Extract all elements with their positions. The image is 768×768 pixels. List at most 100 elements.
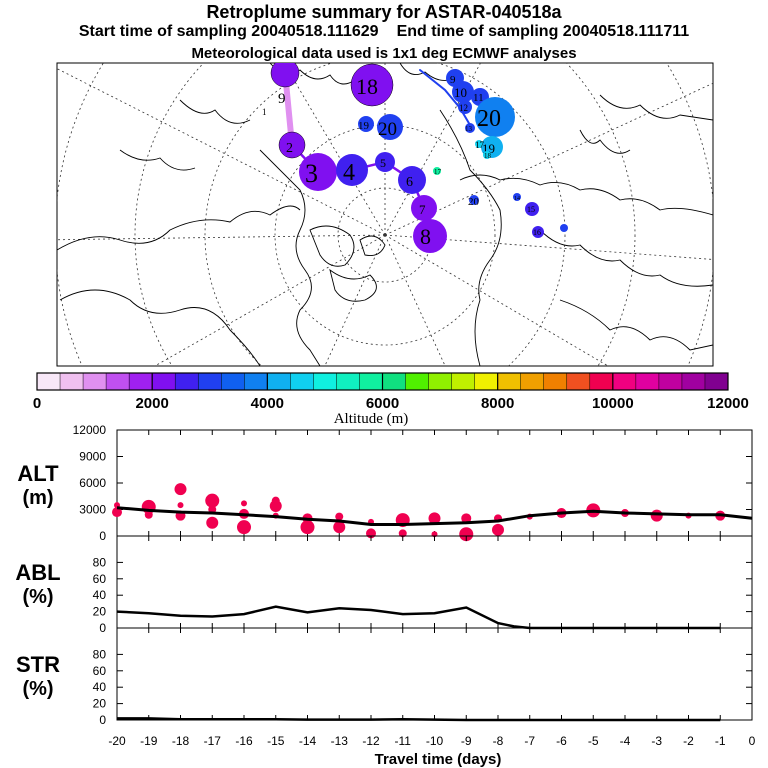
altitude-point — [144, 510, 153, 519]
map-label-5: 5 — [380, 156, 386, 170]
y-tick-label: 12000 — [73, 423, 107, 437]
colorbar-segment — [428, 373, 452, 390]
colorbar-segment — [543, 373, 568, 390]
colorbar-segment — [83, 373, 107, 390]
colorbar-segment — [658, 373, 683, 390]
altitude-point — [174, 483, 187, 496]
map-label-17b: 17 — [475, 140, 485, 150]
y-tick-label: 3000 — [79, 503, 106, 517]
colorbar-segment — [244, 373, 268, 390]
x-tick-label: -15 — [267, 734, 285, 748]
colorbar-segment — [704, 373, 729, 390]
altitude-point — [428, 512, 441, 525]
colorbar-segment — [175, 373, 199, 390]
map-label-20b: 20 — [477, 106, 501, 132]
series-line-abl — [116, 605, 721, 630]
map-label-9b: 9 — [450, 74, 456, 86]
altitude-point — [333, 521, 346, 534]
plume-markers: 9 1 2 18 19 20 17 3 4 5 6 — [262, 63, 568, 253]
time-series-panels: 030006000900012000ALT(m)020406080ABL(%)0… — [15, 423, 755, 748]
colorbar-segment — [336, 373, 360, 390]
map-label-16: 16 — [533, 228, 541, 237]
x-tick-label: -9 — [461, 734, 472, 748]
map-label-12: 12 — [459, 103, 468, 113]
colorbar-tick-label: 10000 — [592, 395, 634, 412]
x-tick-label: -17 — [204, 734, 222, 748]
y-tick-label: 9000 — [79, 450, 106, 464]
y-tick-label: 40 — [93, 588, 107, 602]
altitude-point — [112, 507, 122, 518]
map-label-20: 20 — [378, 119, 397, 140]
colorbar-tick-label: 12000 — [707, 395, 749, 412]
colorbar-segment — [37, 373, 61, 390]
chart-title: Retroplume summary for ASTAR-040518a — [206, 2, 562, 22]
altitude-point — [398, 529, 407, 538]
altitude-point — [237, 520, 251, 535]
x-tick-label: -3 — [651, 734, 662, 748]
altitude-point — [650, 509, 663, 522]
colorbar-segment — [198, 373, 222, 390]
colorbar-segment — [589, 373, 614, 390]
map-label-9: 9 — [278, 91, 286, 107]
altitude-point — [459, 527, 474, 542]
x-tick-label: -6 — [556, 734, 567, 748]
panel-frame — [116, 627, 753, 721]
y-axis-label: ALT — [17, 461, 59, 486]
colorbar-segment — [359, 373, 383, 390]
altitude-point — [177, 502, 184, 509]
x-tick-label: -10 — [426, 734, 444, 748]
y-tick-label: 80 — [93, 647, 107, 661]
map-label-4: 4 — [343, 160, 355, 186]
end-time-label: End time of sampling 20040518.111711 — [396, 23, 690, 40]
colorbar-segment — [267, 373, 291, 390]
altitude-point — [206, 516, 219, 529]
y-tick-label: 40 — [93, 680, 107, 694]
altitude-point — [205, 493, 220, 508]
y-tick-label: 0 — [99, 621, 106, 635]
y-tick-label: 20 — [93, 697, 107, 711]
x-tick-label: -11 — [395, 734, 412, 748]
panel-abl: 0 20 40 60 80 ABL(%) — [15, 535, 753, 635]
x-axis-label: Travel time (days) — [375, 751, 502, 768]
map-label-10: 10 — [454, 85, 467, 100]
map-label-14: 14 — [514, 196, 520, 202]
colorbar-segment — [635, 373, 660, 390]
map-label-7: 7 — [419, 202, 426, 217]
y-axis-label: ABL — [15, 560, 60, 585]
map-label-15: 15 — [527, 205, 535, 214]
x-tick-label: -12 — [362, 734, 380, 748]
x-tick-label: -19 — [140, 734, 158, 748]
x-tick-label: -18 — [172, 734, 190, 748]
y-tick-label: 80 — [93, 555, 107, 569]
x-tick-label: -7 — [524, 734, 535, 748]
map-label-13: 13 — [465, 125, 473, 133]
x-tick-label: -4 — [620, 734, 631, 748]
colorbar-tick-label: 6000 — [366, 395, 399, 412]
y-tick-label: 20 — [93, 605, 107, 619]
colorbar-segment — [382, 373, 406, 390]
y-tick-label: 0 — [99, 529, 106, 543]
y-axis-label-units: (m) — [22, 487, 53, 509]
colorbar-tick-labels: 0 2000 4000 6000 8000 10000 12000 — [33, 395, 749, 412]
map-label-8: 8 — [420, 224, 431, 249]
map-label-11: 11 — [473, 92, 484, 104]
series-line-alt — [116, 506, 753, 526]
x-tick-label: -14 — [299, 734, 317, 748]
altitude-point — [461, 513, 472, 524]
x-tick-label: -13 — [331, 734, 349, 748]
colorbar-segment — [313, 373, 337, 390]
coastlines — [57, 63, 713, 366]
altitude-point — [269, 499, 282, 512]
x-tick-label: -1 — [715, 734, 726, 748]
x-tick-label: 0 — [749, 734, 756, 748]
altitude-point — [241, 500, 247, 507]
altitude-point — [335, 512, 344, 521]
colorbar-segment — [221, 373, 245, 390]
map-label-6: 6 — [406, 175, 413, 190]
y-tick-label: 60 — [93, 664, 107, 678]
map-label-3: 3 — [305, 159, 318, 188]
colorbar-segment — [106, 373, 130, 390]
x-tick-label: -2 — [683, 734, 694, 748]
colorbar-segment — [451, 373, 475, 390]
